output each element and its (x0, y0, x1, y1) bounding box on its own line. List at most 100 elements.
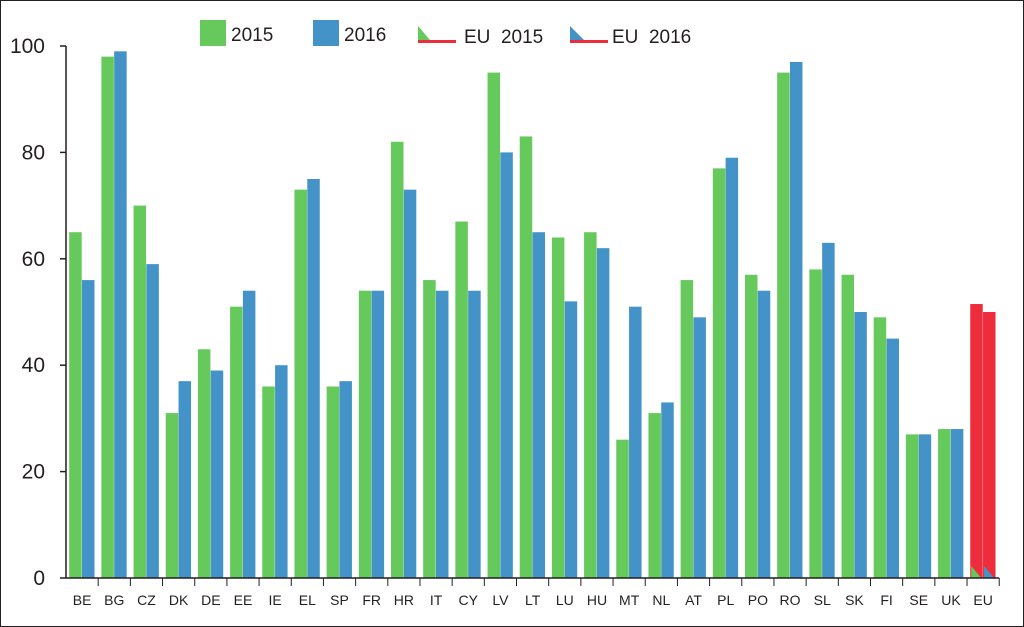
bar-2016-ie (275, 365, 288, 578)
bar-2015-fi (873, 317, 887, 578)
bar-2016-hr (403, 189, 417, 578)
bar-2016-lu (564, 301, 578, 578)
legend-eu-2015-line-icon (418, 40, 456, 43)
bar-2015-nl (648, 413, 661, 578)
bar-2015-de (197, 349, 211, 578)
bar-2016-at (693, 317, 706, 578)
bar-2015-it (423, 280, 436, 578)
bar-2015-cy (455, 221, 468, 578)
bar-2016-dk (178, 381, 192, 578)
x-tick-label-lv: LV (492, 592, 509, 608)
x-tick-label-lu: LU (556, 592, 574, 608)
bar-2015-hu (584, 232, 597, 578)
legend-eu-2015-wedge-icon (418, 26, 430, 40)
legend-item-eu-2016: EU 2016 (570, 26, 691, 48)
bar-2015-cz (133, 205, 147, 578)
y-tick-label-80: 80 (22, 141, 45, 164)
x-tick-label-de: DE (201, 592, 220, 608)
y-tick-label-0: 0 (33, 567, 45, 590)
legend-eu-2016-wedge-icon (570, 26, 584, 40)
bar-2015-dk (165, 413, 179, 578)
x-tick-label-sk: SK (845, 592, 864, 608)
bar-2015-ie (262, 386, 275, 578)
legend-item-2015: 2015 (200, 20, 273, 46)
bar-2016-se (918, 434, 932, 578)
x-tick-label-bg: BG (104, 592, 124, 608)
bar-2016-hu (596, 248, 610, 578)
x-tick-label-ro: RO (780, 592, 801, 608)
bar-2015-se (905, 434, 919, 578)
bar-2016-lt (532, 232, 546, 578)
bar-2015-at (680, 280, 694, 578)
bar-2016-ro (789, 61, 803, 578)
bar-2016-uk (950, 429, 964, 578)
x-tick-label-uk: UK (941, 592, 961, 608)
x-tick-label-el: EL (299, 592, 316, 608)
x-tick-label-lt: LT (525, 592, 541, 608)
x-tick-label-hu: HU (587, 592, 607, 608)
bar-2016-be (82, 280, 95, 578)
x-tick-label-nl: NL (652, 592, 670, 608)
bar-2015-sl (809, 269, 822, 578)
bar-2015-ee (230, 306, 243, 578)
bar-2016-cz (146, 264, 159, 578)
y-tick-label-40: 40 (22, 354, 45, 377)
x-tick-label-sp: SP (330, 592, 349, 608)
eu-2016-marker-icon (984, 566, 995, 578)
x-tick-label-at: AT (685, 592, 702, 608)
legend: 2015 2016 EU 2015 EU 2016 (200, 20, 691, 48)
x-tick-label-se: SE (909, 592, 928, 608)
y-tick-label-60: 60 (22, 248, 45, 271)
y-tick-label-20: 20 (22, 461, 45, 484)
bar-2015-mt (616, 439, 629, 578)
bars-group (69, 51, 996, 579)
bar-2016-cy (468, 290, 481, 578)
legend-label-eu-2016: EU 2016 (612, 27, 691, 48)
bar-2015-po (744, 274, 758, 578)
x-tick-label-eu: EU (973, 592, 992, 608)
bar-2016-lv (500, 152, 513, 578)
bar-2016-it (435, 290, 449, 578)
bar-2015-pl (712, 168, 726, 579)
x-tick-label-fi: FI (880, 592, 892, 608)
x-tick-label-dk: DK (169, 592, 189, 608)
bar-2015-lt (519, 136, 533, 578)
bar-2016-de (210, 370, 224, 578)
eu-2015-marker-icon (971, 566, 982, 578)
x-tick-label-fr: FR (362, 592, 381, 608)
bar-2015-hr (391, 141, 404, 578)
bar-2016-fr (371, 290, 385, 578)
x-tick-label-cy: CY (459, 592, 479, 608)
bar-2016-sk (854, 312, 867, 578)
x-tick-label-sl: SL (814, 592, 831, 608)
bar-2015-bg (101, 56, 114, 578)
bar-2016-pl (725, 157, 739, 578)
legend-swatch-2016 (313, 20, 339, 46)
bar-2016-el (307, 179, 320, 578)
x-tick-label-mt: MT (619, 592, 640, 608)
bar-2015-sp (326, 386, 340, 578)
bar-2016-nl (661, 402, 674, 578)
legend-item-eu-2015: EU 2015 (418, 26, 543, 48)
bar-2015-ro (777, 72, 790, 578)
x-tick-label-pl: PL (717, 592, 734, 608)
legend-item-2016: 2016 (313, 20, 386, 46)
bar-2016-ee (242, 290, 256, 578)
bar-2016-sp (339, 381, 352, 578)
bar-2016-eu (983, 312, 996, 578)
x-tick-label-hr: HR (394, 592, 414, 608)
bar-2016-mt (629, 306, 642, 578)
axes-group: BE BG CZ DK DE EE IE EL SP FR HR IT CY LV LT LU HU MT NL AT… (10, 35, 1000, 608)
bar-2015-fr (358, 290, 372, 578)
x-tick-label-ee: EE (234, 592, 253, 608)
bar-2015-be (69, 232, 82, 578)
x-tick-label-it: IT (430, 592, 443, 608)
bar-2015-uk (938, 429, 951, 578)
legend-eu-2016-line-icon (570, 40, 608, 43)
bar-2016-po (757, 290, 771, 578)
x-tick-label-po: PO (748, 592, 768, 608)
legend-label-2015: 2015 (231, 25, 273, 46)
bar-2015-eu (970, 304, 983, 578)
bar-2016-fi (886, 338, 899, 578)
